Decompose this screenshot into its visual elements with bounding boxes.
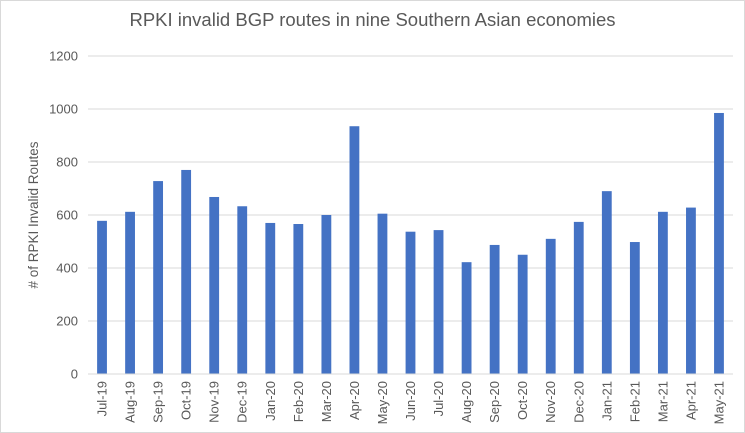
bar-jan-20 (265, 222, 276, 374)
bar-nov-20 (545, 238, 556, 374)
x-tick-label: Jul-19 (95, 381, 110, 416)
bar-dec-19 (237, 206, 248, 374)
bar-feb-21 (629, 242, 640, 374)
bar-apr-20 (349, 126, 360, 374)
bar-jul-20 (433, 230, 444, 374)
bar-mar-20 (321, 215, 332, 374)
bar-sep-20 (489, 244, 500, 374)
bar-dec-20 (573, 221, 584, 374)
bar-oct-19 (181, 169, 192, 374)
y-tick-label: 1200 (49, 49, 78, 64)
bars (97, 112, 724, 374)
x-tick-label: Apr-20 (347, 381, 362, 420)
y-tick-label: 200 (56, 314, 78, 329)
x-tick-label: Jan-21 (599, 381, 614, 421)
bar-oct-20 (517, 254, 528, 374)
x-tick-label: Mar-20 (319, 381, 334, 422)
y-tick-label: 800 (56, 155, 78, 170)
x-tick-label: Dec-19 (235, 381, 250, 423)
x-tick-label: Mar-21 (655, 381, 670, 422)
x-tick-label: Nov-19 (207, 381, 222, 423)
x-tick-labels: Jul-19 Aug-19 Sep-19 Oct-19 Nov-19 Dec-19 Jan-… (95, 381, 727, 424)
x-tick-label: Nov-20 (543, 381, 558, 423)
x-tick-label: Dec-20 (571, 381, 586, 423)
x-tick-label: Aug-19 (123, 381, 138, 423)
bar-aug-19 (125, 211, 135, 374)
x-tick-label: Aug-20 (459, 381, 474, 423)
bar-mar-21 (657, 211, 668, 374)
x-tick-label: May-21 (711, 381, 726, 424)
bar-jun-20 (405, 231, 416, 374)
x-tick-label: Feb-21 (627, 381, 642, 422)
x-tick-label: Jan-20 (263, 381, 278, 421)
x-tick-label: Jun-20 (403, 381, 418, 421)
y-tick-label: 1000 (49, 102, 78, 117)
bar-nov-19 (209, 196, 220, 374)
bar-sep-19 (153, 181, 164, 374)
bar-may-21 (714, 112, 724, 374)
y-tick-label: 600 (56, 208, 78, 223)
x-tick-label: Sep-20 (487, 381, 502, 423)
x-tick-label: Sep-19 (151, 381, 166, 423)
x-tick-label: Jul-20 (431, 381, 446, 416)
bar-may-20 (377, 213, 388, 374)
bar-feb-20 (293, 224, 304, 374)
y-tick-labels: 0 200 400 600 800 1000 1200 (49, 49, 78, 382)
x-tick-label: Oct-19 (179, 381, 194, 420)
y-tick-label: 400 (56, 261, 78, 276)
bar-jan-21 (601, 191, 612, 374)
y-axis-title: # of RPKI Invalid Routes (26, 141, 41, 288)
x-tick-label: May-20 (375, 381, 390, 424)
x-tick-label: Oct-20 (515, 381, 530, 420)
chart-title: RPKI invalid BGP routes in nine Southern… (129, 9, 616, 30)
x-tick-label: Feb-20 (291, 381, 306, 422)
bar-aug-20 (461, 262, 472, 374)
y-tick-label: 0 (71, 367, 78, 382)
bar-jul-19 (97, 220, 107, 374)
bar-apr-21 (686, 207, 696, 374)
x-tick-label: Apr-21 (683, 381, 698, 420)
